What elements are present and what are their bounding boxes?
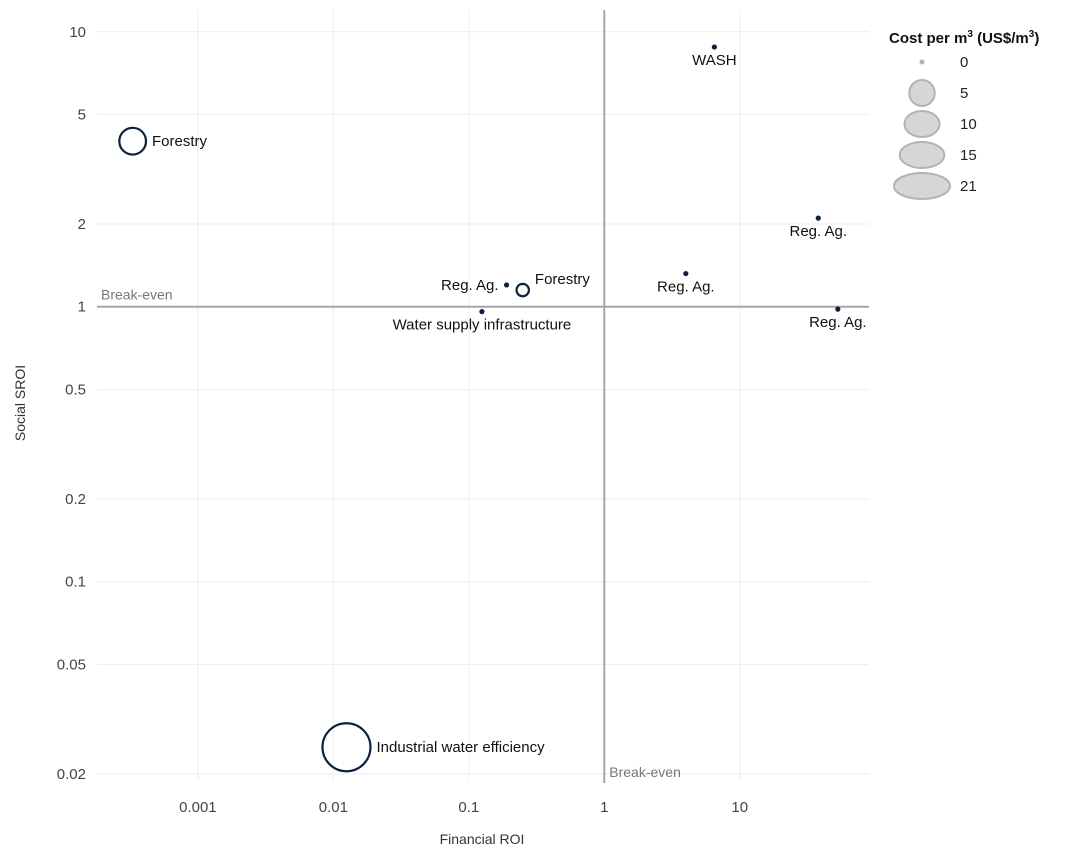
x-axis-title: Financial ROI [440, 831, 525, 847]
x-tick-label: 0.01 [319, 799, 348, 816]
grid [97, 10, 869, 780]
legend-title-mid: (US$/m [973, 30, 1029, 47]
y-tick-label: 0.05 [57, 656, 86, 673]
legend-size-marker [903, 110, 941, 138]
legend-size-marker [908, 79, 936, 107]
point-label: Forestry [535, 271, 591, 288]
legend-title-prefix: Cost per m [889, 30, 967, 47]
legend-title-suffix: ) [1034, 30, 1039, 47]
point-label: Reg. Ag. [441, 277, 499, 294]
x-tick-label: 0.001 [179, 799, 217, 816]
legend-size-marker [893, 172, 951, 200]
y-tick-label: 0.1 [65, 574, 86, 591]
y-axis-ticks: 0.02 0.05 0.1 0.2 0.5 1 2 5 10 [57, 24, 86, 783]
legend-size-marker [898, 141, 946, 169]
data-point [321, 722, 372, 773]
point-label: Water supply infrastructure [393, 317, 572, 334]
y-axis-title: Social SROI [12, 365, 28, 441]
legend-size-label: 21 [960, 178, 977, 195]
y-tick-label: 1 [78, 299, 86, 316]
x-tick-label: 1 [600, 799, 608, 816]
point-labels: WASH Forestry Reg. Ag. Reg. Ag. Reg. Ag. Fore… [152, 52, 867, 756]
data-point [711, 44, 717, 50]
data-point [683, 270, 689, 277]
legend-title: Cost per m3 (US$/m3) [889, 29, 1039, 47]
data-point [503, 282, 510, 288]
data-point [515, 282, 531, 298]
legend-size-label: 10 [960, 116, 977, 133]
break-even-label-vertical: Break-even [609, 764, 681, 780]
point-label: Forestry [152, 133, 208, 150]
data-point [479, 309, 485, 315]
data-point [835, 306, 841, 312]
legend-size-marker [919, 59, 925, 65]
break-even-label-horizontal: Break-even [101, 287, 173, 303]
x-tick-label: 10 [731, 799, 748, 816]
point-label: Reg. Ag. [657, 279, 715, 296]
reference-lines: Break-even Break-even [97, 10, 869, 783]
point-label: WASH [692, 52, 736, 69]
legend-title-sup2: 3 [1029, 29, 1035, 40]
point-label: Industrial water efficiency [376, 739, 545, 756]
point-label: Reg. Ag. [809, 314, 867, 331]
x-axis-ticks: 0.001 0.01 0.1 1 10 [179, 799, 748, 816]
y-tick-label: 5 [78, 107, 86, 124]
data-point [815, 215, 821, 221]
y-tick-label: 0.2 [65, 491, 86, 508]
y-tick-label: 2 [78, 216, 86, 233]
data-point [118, 126, 148, 156]
data-points [118, 44, 841, 773]
y-tick-label: 0.5 [65, 382, 86, 399]
y-tick-label: 10 [69, 24, 86, 41]
y-tick-label: 0.02 [57, 766, 86, 783]
point-label: Reg. Ag. [790, 223, 848, 240]
legend-items: 0 5 10 15 21 [893, 54, 977, 200]
legend-size-label: 0 [960, 54, 968, 71]
x-tick-label: 0.1 [458, 799, 479, 816]
legend-title-sup: 3 [967, 29, 973, 40]
legend-size-label: 15 [960, 147, 977, 164]
legend-size-label: 5 [960, 85, 968, 102]
